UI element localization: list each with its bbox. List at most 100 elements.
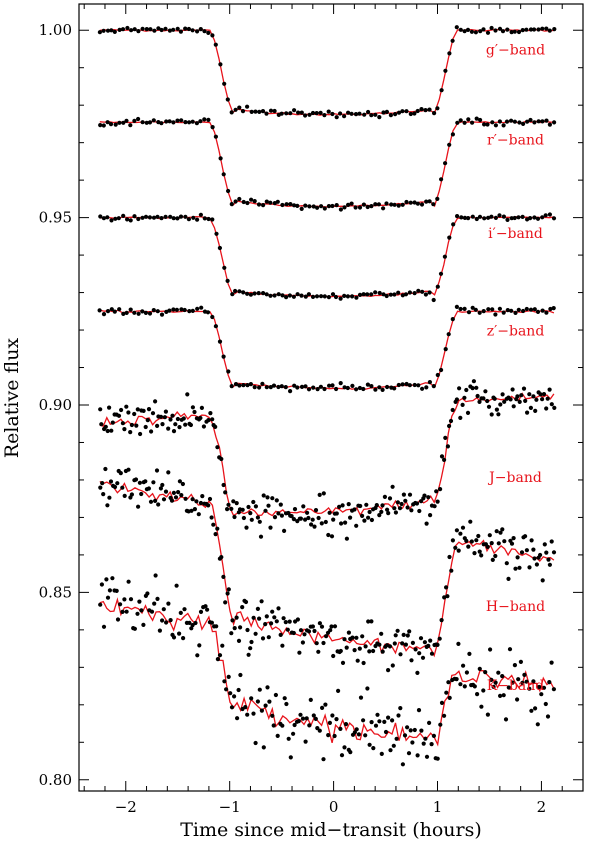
data-point bbox=[226, 502, 231, 507]
series-5: H−band bbox=[98, 466, 557, 676]
data-point bbox=[424, 521, 429, 526]
data-point bbox=[489, 677, 494, 683]
data-point bbox=[229, 110, 234, 115]
data-point bbox=[168, 618, 173, 623]
data-point bbox=[338, 111, 343, 116]
data-point bbox=[447, 142, 452, 147]
data-point bbox=[292, 722, 297, 728]
data-point bbox=[464, 670, 469, 675]
data-point bbox=[334, 717, 339, 722]
data-point bbox=[450, 38, 455, 43]
data-point bbox=[423, 736, 428, 741]
data-point bbox=[512, 215, 517, 221]
data-point bbox=[547, 28, 552, 33]
data-point bbox=[485, 544, 490, 550]
data-point bbox=[407, 383, 412, 388]
data-point bbox=[431, 202, 436, 207]
data-point bbox=[316, 649, 321, 654]
data-point bbox=[292, 507, 298, 512]
data-point bbox=[233, 107, 238, 112]
data-point bbox=[523, 534, 528, 539]
data-point bbox=[245, 291, 250, 296]
data-point bbox=[412, 111, 417, 116]
data-point bbox=[338, 296, 343, 301]
data-point bbox=[455, 120, 460, 125]
data-point bbox=[542, 542, 547, 547]
data-point bbox=[318, 384, 323, 389]
data-point bbox=[245, 627, 250, 633]
data-point bbox=[478, 117, 483, 123]
data-point bbox=[540, 308, 545, 313]
data-point bbox=[327, 720, 332, 726]
data-point bbox=[152, 601, 157, 606]
data-point bbox=[458, 27, 463, 32]
plot-frame bbox=[78, 3, 584, 792]
data-point bbox=[502, 399, 507, 404]
data-point bbox=[485, 712, 490, 717]
data-point bbox=[189, 508, 194, 513]
data-point bbox=[109, 307, 114, 312]
band-label: H−band bbox=[486, 599, 545, 615]
data-point bbox=[198, 609, 204, 615]
data-point bbox=[450, 538, 455, 543]
data-point bbox=[412, 291, 417, 296]
data-point bbox=[515, 555, 520, 560]
data-point bbox=[419, 107, 424, 112]
data-point bbox=[482, 122, 487, 127]
data-point bbox=[432, 111, 437, 116]
data-point bbox=[498, 530, 503, 535]
data-point bbox=[190, 405, 195, 410]
data-point bbox=[189, 626, 194, 631]
data-point bbox=[240, 605, 245, 610]
data-point bbox=[319, 204, 324, 209]
data-point bbox=[206, 418, 211, 423]
data-point bbox=[98, 485, 103, 490]
data-point bbox=[445, 594, 450, 599]
data-point bbox=[261, 745, 266, 750]
data-point bbox=[319, 294, 324, 299]
data-point bbox=[338, 648, 343, 654]
data-point bbox=[406, 751, 412, 756]
data-point bbox=[259, 708, 264, 713]
data-point bbox=[469, 539, 474, 544]
data-point bbox=[98, 602, 103, 607]
data-point bbox=[415, 201, 420, 206]
data-point bbox=[412, 727, 417, 733]
data-point bbox=[151, 480, 156, 485]
data-point bbox=[320, 705, 325, 711]
data-point bbox=[179, 118, 184, 123]
data-point bbox=[177, 631, 182, 636]
data-point bbox=[387, 644, 393, 649]
data-point bbox=[330, 713, 335, 718]
data-point bbox=[446, 680, 451, 685]
data-point bbox=[171, 490, 176, 495]
data-point bbox=[485, 30, 491, 35]
data-point bbox=[487, 533, 492, 538]
data-point bbox=[256, 291, 261, 296]
data-point bbox=[217, 653, 223, 658]
data-point bbox=[523, 398, 528, 403]
data-point bbox=[274, 619, 279, 624]
data-point bbox=[544, 26, 549, 31]
data-point bbox=[510, 680, 515, 685]
data-point bbox=[175, 26, 180, 31]
data-point bbox=[210, 314, 215, 320]
data-point bbox=[240, 109, 246, 114]
data-point bbox=[410, 740, 415, 745]
data-point bbox=[120, 421, 125, 426]
data-point bbox=[148, 499, 154, 504]
data-point bbox=[234, 501, 239, 506]
data-point bbox=[350, 294, 355, 299]
data-point bbox=[462, 29, 467, 34]
data-point bbox=[156, 502, 161, 507]
data-point bbox=[280, 202, 285, 208]
data-point bbox=[183, 214, 188, 219]
data-point bbox=[365, 686, 370, 691]
data-point bbox=[396, 290, 401, 295]
data-point bbox=[177, 425, 182, 430]
data-point bbox=[218, 62, 223, 67]
data-point bbox=[445, 444, 450, 449]
data-point bbox=[413, 647, 418, 652]
data-point bbox=[261, 291, 266, 296]
data-point bbox=[128, 123, 133, 128]
